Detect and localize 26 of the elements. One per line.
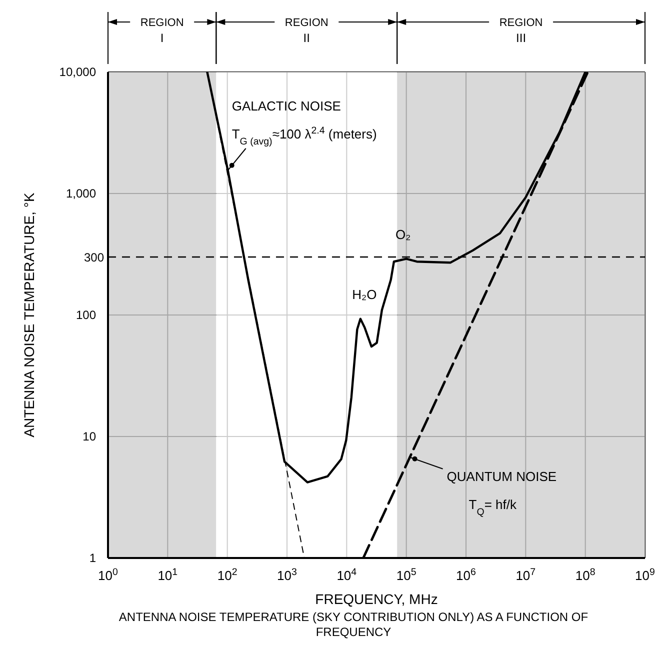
text: REGION II	[284, 17, 328, 45]
x-tick-label: 10$^{7}$	[516, 566, 536, 583]
x-tick-label: 10$^{0}$	[98, 566, 119, 583]
x-tick-label: 10$^{5}$	[396, 566, 417, 583]
annotation: QUANTUM NOISE T$_{Q}$= hf/k	[446, 468, 557, 518]
text: REGION III	[499, 17, 543, 45]
y-tick-label: 1,000	[66, 186, 96, 200]
y-axis-title: ANTENNA NOISE TEMPERATURE, °K	[21, 192, 37, 438]
y-tick-label: 1	[89, 551, 96, 565]
annotation: GALACTIC NOISE T$_{G (avg)}$≈100 λ$^{2.4}$ (meters)	[232, 98, 377, 147]
text: ANTENNA NOISE TEMPERATURE (SKY CONTRIBUTION ONLY) AS A FUNCTION OF FREQUENCY	[118, 610, 588, 640]
annotation: H₂O	[352, 286, 377, 302]
x-tick-label: 10$^{4}$	[336, 566, 358, 583]
x-tick-label: 10$^{2}$	[217, 566, 238, 583]
x-tick-label: 10$^{3}$	[277, 566, 297, 583]
x-tick-label: 10$^{1}$	[158, 566, 178, 583]
x-tick-label: 10$^{8}$	[575, 566, 596, 583]
x-axis-title: FREQUENCY, MHz	[315, 591, 438, 607]
y-tick-label: 100	[76, 308, 96, 322]
annotation: O₂	[396, 227, 411, 242]
y-tick-label: 10,000	[59, 65, 96, 79]
text: REGION I	[140, 17, 184, 45]
ref-line-label: 300	[84, 250, 104, 264]
x-tick-label: 10$^{9}$	[635, 566, 655, 583]
y-tick-label: 10	[82, 430, 96, 444]
x-tick-label: 10$^{6}$	[456, 566, 476, 583]
